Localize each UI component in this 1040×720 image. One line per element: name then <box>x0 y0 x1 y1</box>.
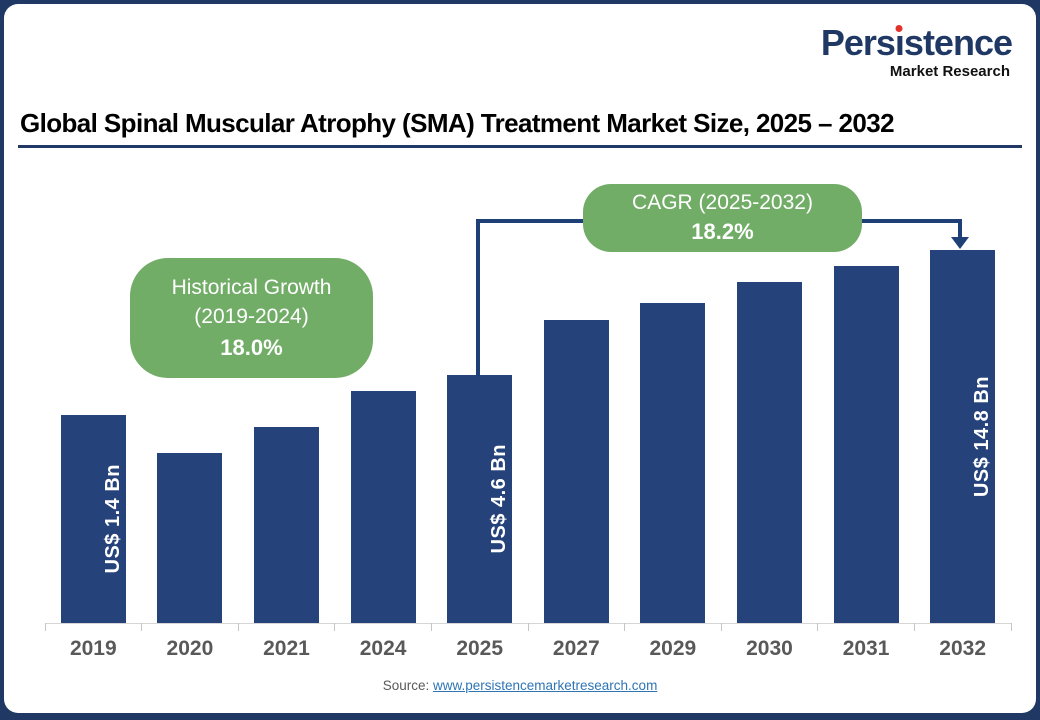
source-line: Source: www.persistencemarketresearch.co… <box>0 678 1040 693</box>
historical-growth-line1: Historical Growth <box>171 275 332 299</box>
bar-slot <box>238 0 335 623</box>
bar-2019: US$ 1.4 Bn <box>60 415 126 623</box>
x-axis-tick <box>624 623 626 631</box>
x-axis-line <box>44 623 1012 631</box>
connector-line-2032 <box>958 219 962 239</box>
bar-2030 <box>736 282 802 623</box>
bar-value-label-2025: US$ 4.6 Bn <box>488 444 511 554</box>
page-title: Global Spinal Muscular Atrophy (SMA) Tre… <box>20 108 895 138</box>
x-axis-tick <box>430 623 432 631</box>
bar-2024 <box>350 391 416 623</box>
bar-2029 <box>640 303 706 623</box>
bar-slot <box>625 0 722 623</box>
brand-name-part: stence <box>903 22 1013 63</box>
x-axis-label-2030: 2030 <box>746 637 793 660</box>
brand-logo: Persıstence Market Research <box>820 22 1013 80</box>
brand-name: Persıstence <box>820 22 1013 63</box>
bar-value-label-2032: US$ 14.8 Bn <box>971 375 994 498</box>
x-axis-tick <box>44 623 46 631</box>
brand-tagline: Market Research <box>889 62 1010 80</box>
bar-2021 <box>253 427 319 623</box>
bar-slot <box>818 0 915 623</box>
brand-name-part: Pers <box>820 22 896 63</box>
cagr-value: 18.2% <box>691 219 754 245</box>
x-axis-label-2020: 2020 <box>166 637 214 660</box>
bar-2020 <box>157 453 223 623</box>
bars-row: US$ 1.4 Bn US$ 4.6 Bn US$ 14.8 Bn <box>45 0 1011 623</box>
x-axis-tick <box>817 623 819 631</box>
bar-slot: US$ 4.6 Bn <box>431 0 528 623</box>
historical-growth-callout: Historical Growth (2019-2024) 18.0% <box>130 258 373 378</box>
bar-slot <box>528 0 625 623</box>
bar-slot <box>721 0 818 623</box>
historical-growth-value: 18.0% <box>220 335 283 361</box>
bar-2027 <box>543 320 609 623</box>
x-axis-tick <box>141 623 143 631</box>
x-axis-tick <box>527 623 529 631</box>
x-axis-label-2019: 2019 <box>69 637 117 660</box>
x-axis-labels: 2019 2020 2021 2024 2025 2027 2029 2030 2031 2032 <box>45 637 1011 661</box>
x-axis-tick <box>334 623 336 631</box>
historical-growth-line2: (2019-2024) <box>194 305 309 329</box>
source-link[interactable]: www.persistencemarketresearch.com <box>432 678 658 693</box>
arrow-down-icon <box>951 237 969 249</box>
title-underline <box>18 145 1022 148</box>
x-axis-label-2029: 2029 <box>649 637 697 660</box>
x-axis-tick <box>720 623 722 631</box>
x-axis-tick <box>1010 623 1012 631</box>
connector-line-2025 <box>476 219 480 376</box>
x-axis-label-2032: 2032 <box>939 637 986 660</box>
x-axis-label-2021: 2021 <box>263 637 310 660</box>
x-axis-label-2024: 2024 <box>359 637 407 660</box>
bar-slot <box>335 0 432 623</box>
cagr-line1: CAGR (2025-2032) <box>632 190 813 214</box>
cagr-callout: CAGR (2025-2032) 18.2% <box>583 184 862 252</box>
bar-value-label-2019: US$ 1.4 Bn <box>101 464 124 574</box>
x-axis-label-2031: 2031 <box>842 637 890 660</box>
source-label: Source: <box>382 678 430 693</box>
brand-i-red-dot: ı <box>894 22 905 63</box>
bar-slot: US$ 14.8 Bn <box>914 0 1011 623</box>
x-axis-label-2027: 2027 <box>552 637 600 660</box>
x-axis-tick <box>237 623 239 631</box>
x-axis-label-2025: 2025 <box>456 637 504 660</box>
bar-2025: US$ 4.6 Bn <box>447 375 513 623</box>
bar-slot: US$ 1.4 Bn <box>45 0 142 623</box>
bar-2031 <box>833 266 899 623</box>
bar-2032: US$ 14.8 Bn <box>930 250 996 623</box>
x-axis-tick <box>913 623 915 631</box>
bar-slot <box>142 0 239 623</box>
